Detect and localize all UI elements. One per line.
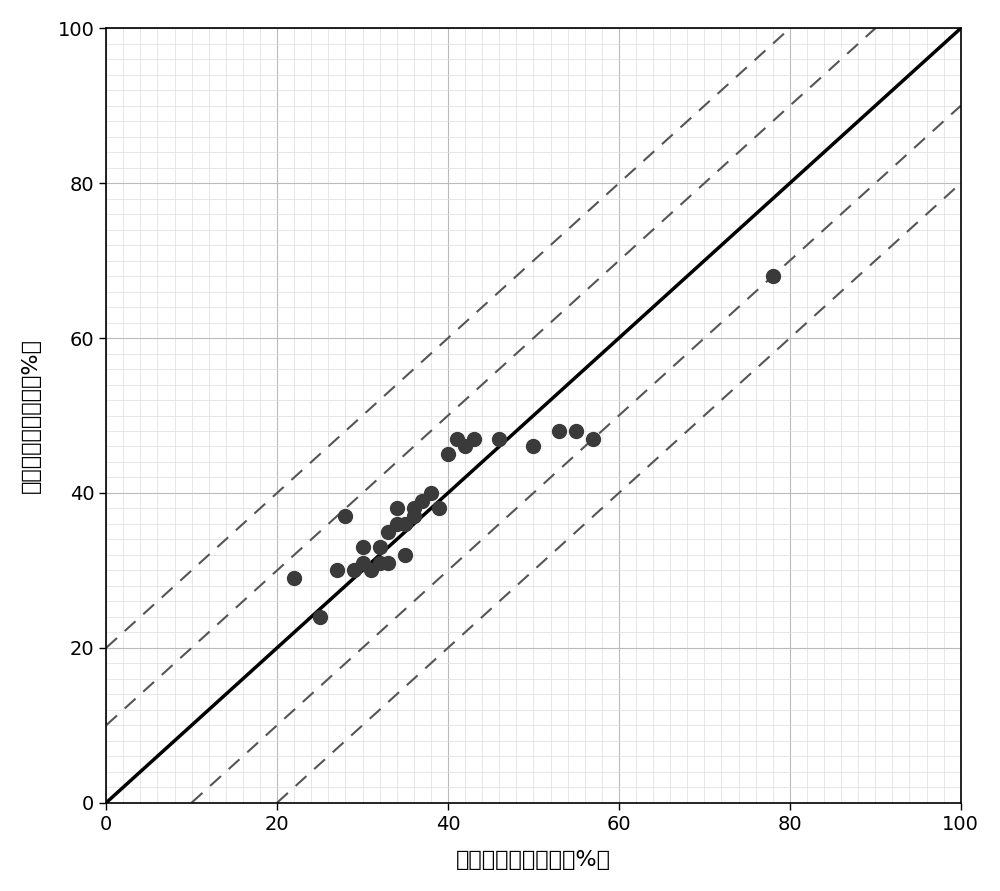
Point [286, 571, 302, 585]
Point [414, 494, 430, 508]
Point [406, 509, 422, 523]
Point [389, 517, 405, 531]
Point [466, 431, 482, 446]
Point [355, 555, 371, 569]
Point [568, 424, 584, 438]
Point [380, 525, 396, 539]
Point [491, 431, 507, 446]
Point [457, 439, 473, 454]
X-axis label: 测量束缚水饱和度（%）: 测量束缚水饱和度（%） [456, 850, 611, 871]
Point [389, 502, 405, 516]
Point [380, 555, 396, 569]
Point [397, 548, 413, 562]
Point [406, 502, 422, 516]
Point [585, 431, 601, 446]
Point [765, 269, 781, 283]
Point [355, 540, 371, 554]
Point [372, 540, 388, 554]
Point [397, 517, 413, 531]
Point [337, 509, 353, 523]
Point [449, 431, 465, 446]
Point [312, 609, 328, 624]
Point [346, 563, 362, 577]
Point [372, 555, 388, 569]
Point [329, 563, 345, 577]
Y-axis label: 计算束缚水饱和度（%）: 计算束缚水饱和度（%） [21, 338, 41, 493]
Point [363, 563, 379, 577]
Point [525, 439, 541, 454]
Point [551, 424, 567, 438]
Point [440, 447, 456, 462]
Point [423, 486, 439, 500]
Point [431, 502, 447, 516]
